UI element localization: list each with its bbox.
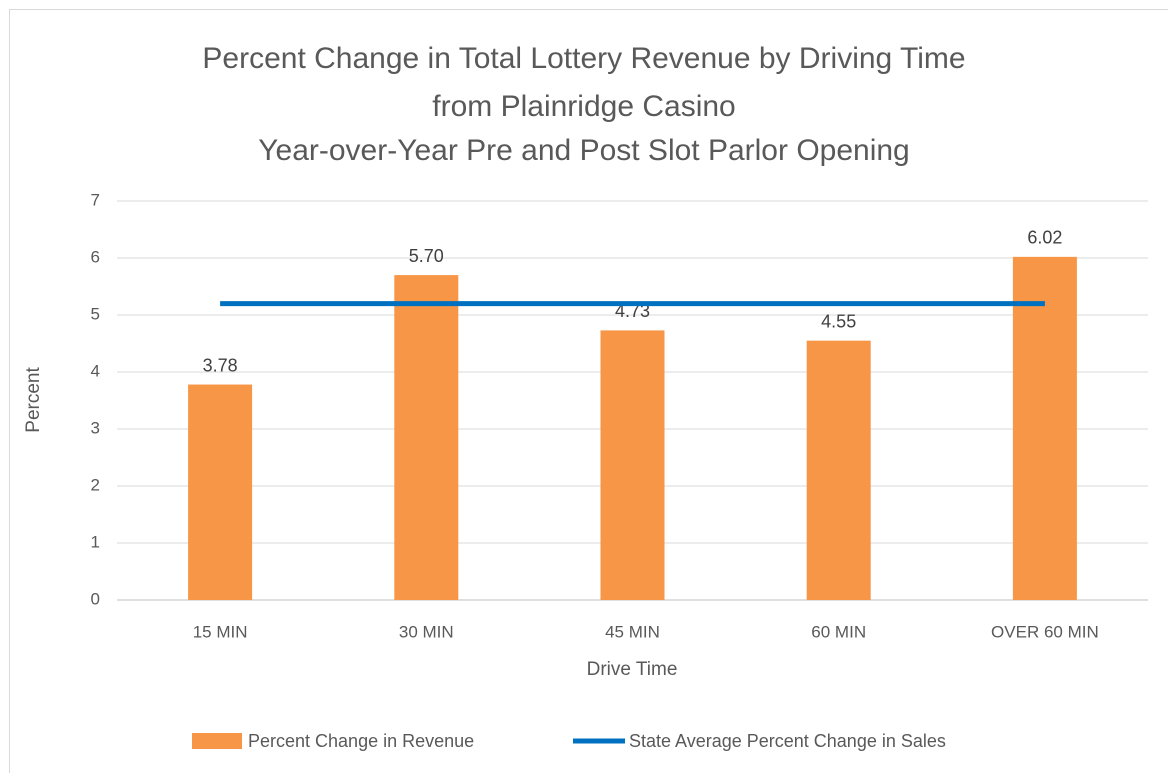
bar	[600, 330, 665, 600]
bar	[188, 384, 253, 600]
y-tick-label: 7	[91, 190, 100, 209]
y-tick-label: 5	[91, 304, 100, 323]
bar	[1012, 256, 1077, 600]
legend-swatch	[192, 733, 242, 749]
y-tick-label: 1	[91, 532, 100, 551]
bar	[394, 275, 459, 600]
chart-title: Year-over-Year Pre and Post Slot Parlor …	[258, 134, 910, 167]
chart-title: Percent Change in Total Lottery Revenue …	[202, 42, 965, 75]
y-tick-label: 2	[91, 475, 100, 494]
chart-title: from Plainridge Casino	[432, 90, 735, 123]
y-tick-label: 6	[91, 247, 100, 266]
y-tick-label: 3	[91, 418, 100, 437]
x-tick-label: OVER 60 MIN	[991, 622, 1099, 641]
x-tick-label: 15 MIN	[193, 622, 248, 641]
bar	[806, 340, 871, 600]
data-label: 4.55	[821, 311, 856, 331]
y-axis-label: Percent	[23, 367, 44, 433]
data-label: 4.73	[615, 301, 650, 321]
chart-border	[9, 9, 1168, 773]
data-label: 6.02	[1027, 228, 1062, 248]
x-tick-label: 30 MIN	[399, 622, 454, 641]
x-tick-label: 45 MIN	[605, 622, 660, 641]
legend-label: Percent Change in Revenue	[248, 731, 474, 751]
y-tick-label: 4	[91, 361, 100, 380]
data-label: 3.78	[203, 355, 238, 375]
legend-label: State Average Percent Change in Sales	[629, 731, 946, 751]
x-tick-label: 60 MIN	[811, 622, 866, 641]
x-axis-label: Drive Time	[587, 659, 678, 680]
data-label: 5.70	[409, 246, 444, 266]
y-tick-label: 0	[91, 589, 100, 608]
